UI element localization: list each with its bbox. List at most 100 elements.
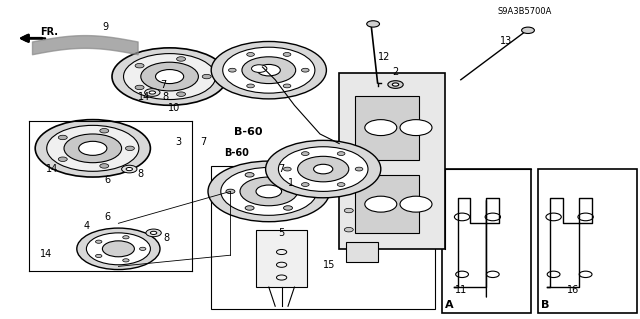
Circle shape (278, 147, 368, 191)
Text: 10: 10 (168, 103, 180, 114)
Circle shape (123, 259, 129, 262)
Text: 6: 6 (104, 212, 111, 222)
Circle shape (122, 165, 137, 173)
Text: 1: 1 (288, 178, 294, 189)
Circle shape (355, 167, 363, 171)
Circle shape (344, 170, 353, 174)
Circle shape (284, 206, 292, 210)
Circle shape (95, 240, 102, 243)
Circle shape (125, 146, 134, 151)
Text: 7: 7 (278, 164, 285, 174)
Circle shape (135, 85, 144, 90)
Circle shape (284, 53, 291, 56)
Circle shape (135, 63, 144, 68)
Circle shape (247, 53, 255, 56)
Circle shape (400, 120, 432, 136)
Circle shape (266, 140, 381, 198)
Circle shape (301, 182, 309, 186)
Circle shape (47, 125, 139, 171)
Circle shape (58, 135, 67, 140)
Circle shape (208, 161, 330, 222)
Circle shape (308, 195, 319, 200)
Circle shape (388, 81, 403, 88)
Text: 8: 8 (138, 169, 144, 179)
Text: 15: 15 (323, 260, 336, 270)
Circle shape (79, 141, 107, 155)
Bar (256, 230, 307, 287)
Bar (355, 175, 419, 233)
Circle shape (228, 68, 236, 72)
Text: 3: 3 (175, 137, 181, 147)
Circle shape (221, 167, 317, 215)
Text: 5: 5 (278, 228, 285, 238)
Circle shape (301, 152, 309, 156)
Circle shape (64, 134, 122, 163)
Text: B-60: B-60 (234, 127, 262, 137)
Circle shape (284, 84, 291, 88)
Text: 11: 11 (454, 285, 467, 295)
Circle shape (223, 47, 315, 93)
Circle shape (35, 120, 150, 177)
Circle shape (245, 173, 254, 177)
Circle shape (141, 62, 198, 91)
Circle shape (337, 152, 345, 156)
Text: B: B (541, 300, 549, 310)
Circle shape (58, 157, 67, 161)
Bar (355, 96, 419, 160)
Circle shape (522, 27, 534, 33)
Circle shape (211, 41, 326, 99)
Bar (442, 169, 531, 313)
Circle shape (392, 83, 399, 86)
Text: 8: 8 (163, 233, 170, 243)
Circle shape (100, 164, 109, 168)
Text: 8: 8 (162, 92, 168, 102)
Circle shape (367, 21, 380, 27)
Text: 9: 9 (102, 22, 109, 32)
Circle shape (150, 231, 157, 234)
Text: 14: 14 (46, 164, 59, 174)
Text: 16: 16 (566, 285, 579, 295)
Circle shape (400, 196, 432, 212)
Circle shape (252, 65, 267, 72)
Circle shape (112, 48, 227, 105)
Circle shape (314, 164, 333, 174)
Circle shape (124, 54, 216, 100)
Circle shape (303, 189, 312, 194)
Text: 7: 7 (200, 137, 207, 147)
Circle shape (284, 167, 291, 171)
Circle shape (100, 129, 109, 133)
Text: 14: 14 (40, 249, 52, 259)
Circle shape (145, 89, 160, 96)
Bar (211, 166, 435, 309)
Circle shape (102, 241, 134, 257)
Circle shape (77, 228, 160, 270)
Text: B-60: B-60 (225, 148, 249, 158)
Circle shape (123, 236, 129, 239)
Circle shape (202, 74, 211, 79)
Circle shape (245, 206, 254, 210)
Bar (339, 73, 445, 249)
Circle shape (344, 189, 353, 194)
Circle shape (257, 64, 280, 76)
Circle shape (177, 92, 186, 96)
Circle shape (365, 120, 397, 136)
Bar (538, 169, 637, 313)
Text: FR.: FR. (40, 27, 58, 37)
Circle shape (365, 196, 397, 212)
Circle shape (86, 233, 150, 265)
Circle shape (344, 227, 353, 232)
Circle shape (226, 189, 235, 194)
Circle shape (284, 173, 292, 177)
Circle shape (337, 182, 345, 186)
Text: 6: 6 (104, 175, 111, 185)
Text: 12: 12 (378, 52, 390, 63)
Circle shape (95, 254, 102, 257)
Text: 13: 13 (499, 36, 512, 47)
Text: 2: 2 (392, 67, 399, 77)
Circle shape (126, 167, 132, 171)
Text: 14: 14 (138, 92, 150, 102)
Circle shape (140, 247, 146, 250)
Text: 7: 7 (160, 79, 166, 90)
Circle shape (240, 177, 298, 206)
Circle shape (177, 57, 186, 61)
